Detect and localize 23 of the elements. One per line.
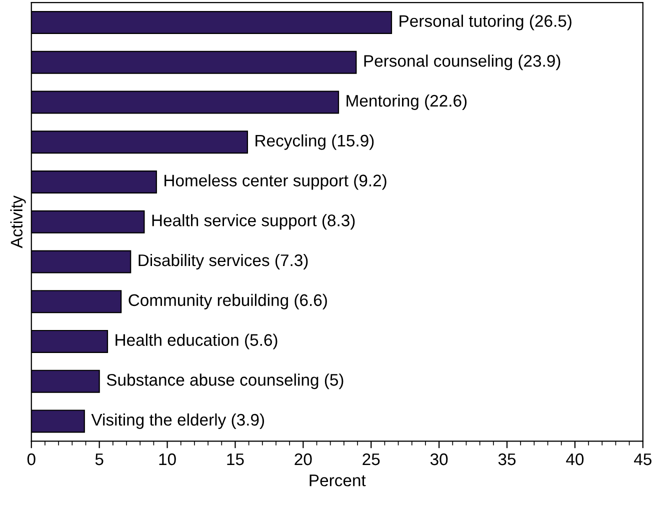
category-label: Mentoring (22.6) <box>346 94 467 110</box>
x-tick-label: 25 <box>362 453 380 466</box>
category-label: Health service support (8.3) <box>152 214 355 230</box>
x-tick-label: 45 <box>634 454 652 466</box>
x-tick-label: 10 <box>159 453 176 466</box>
category-label: Visiting the elderly (3.9) <box>91 413 264 429</box>
category-label: Homeless center support (9.2) <box>164 174 386 190</box>
category-label: Health education (5.6) <box>116 334 278 350</box>
category-label: Substance abuse counseling (5) <box>106 374 344 390</box>
category-label: Community rebuilding (6.6) <box>128 294 327 310</box>
x-tick-label: 20 <box>294 453 312 466</box>
category-label: Disability services (7.3) <box>138 254 308 270</box>
category-label: Personal tutoring (26.5) <box>400 14 572 30</box>
x-tick-label: 0 <box>27 453 36 466</box>
x-tick-label: 30 <box>430 453 448 466</box>
x-tick-label: 5 <box>95 454 104 466</box>
category-label: Personal counseling (23.9) <box>364 54 560 70</box>
x-tick-label: 15 <box>227 454 244 466</box>
x-tick-label: 35 <box>498 453 516 466</box>
x-axis-title: Percent <box>310 474 366 486</box>
y-axis-title: Activity <box>10 195 26 248</box>
category-label: Recycling (15.9) <box>256 134 374 150</box>
x-tick-label: 40 <box>566 453 584 466</box>
